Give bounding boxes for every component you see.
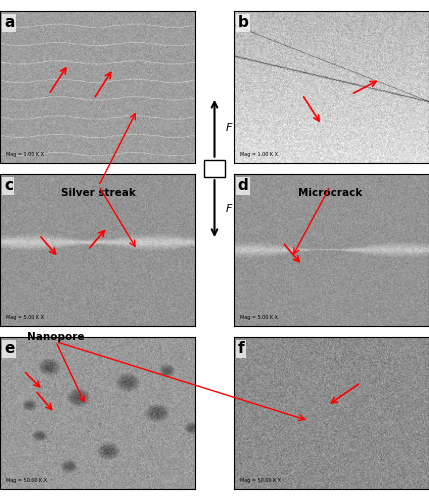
Text: F: F [225, 124, 232, 134]
Text: Mag = 5.00 K X: Mag = 5.00 K X [6, 315, 44, 320]
Text: Nanopore: Nanopore [27, 332, 85, 342]
Text: Microcrack: Microcrack [298, 188, 363, 198]
Text: d: d [238, 178, 248, 194]
Text: Mag = 50.00 K X: Mag = 50.00 K X [6, 478, 47, 484]
Text: Mag = 1.00 K X: Mag = 1.00 K X [6, 152, 44, 157]
Text: e: e [4, 342, 14, 356]
Text: a: a [4, 15, 14, 30]
Bar [204, 160, 225, 177]
Text: Mag = 5.00 K X: Mag = 5.00 K X [240, 315, 278, 320]
Text: F: F [225, 204, 232, 214]
Text: b: b [238, 15, 248, 30]
Text: Mag = 50.00 K X: Mag = 50.00 K X [240, 478, 281, 484]
Text: c: c [4, 178, 13, 194]
Text: Mag = 1.00 K X: Mag = 1.00 K X [240, 152, 278, 157]
Text: f: f [238, 342, 245, 356]
Text: Silver streak: Silver streak [61, 188, 136, 198]
